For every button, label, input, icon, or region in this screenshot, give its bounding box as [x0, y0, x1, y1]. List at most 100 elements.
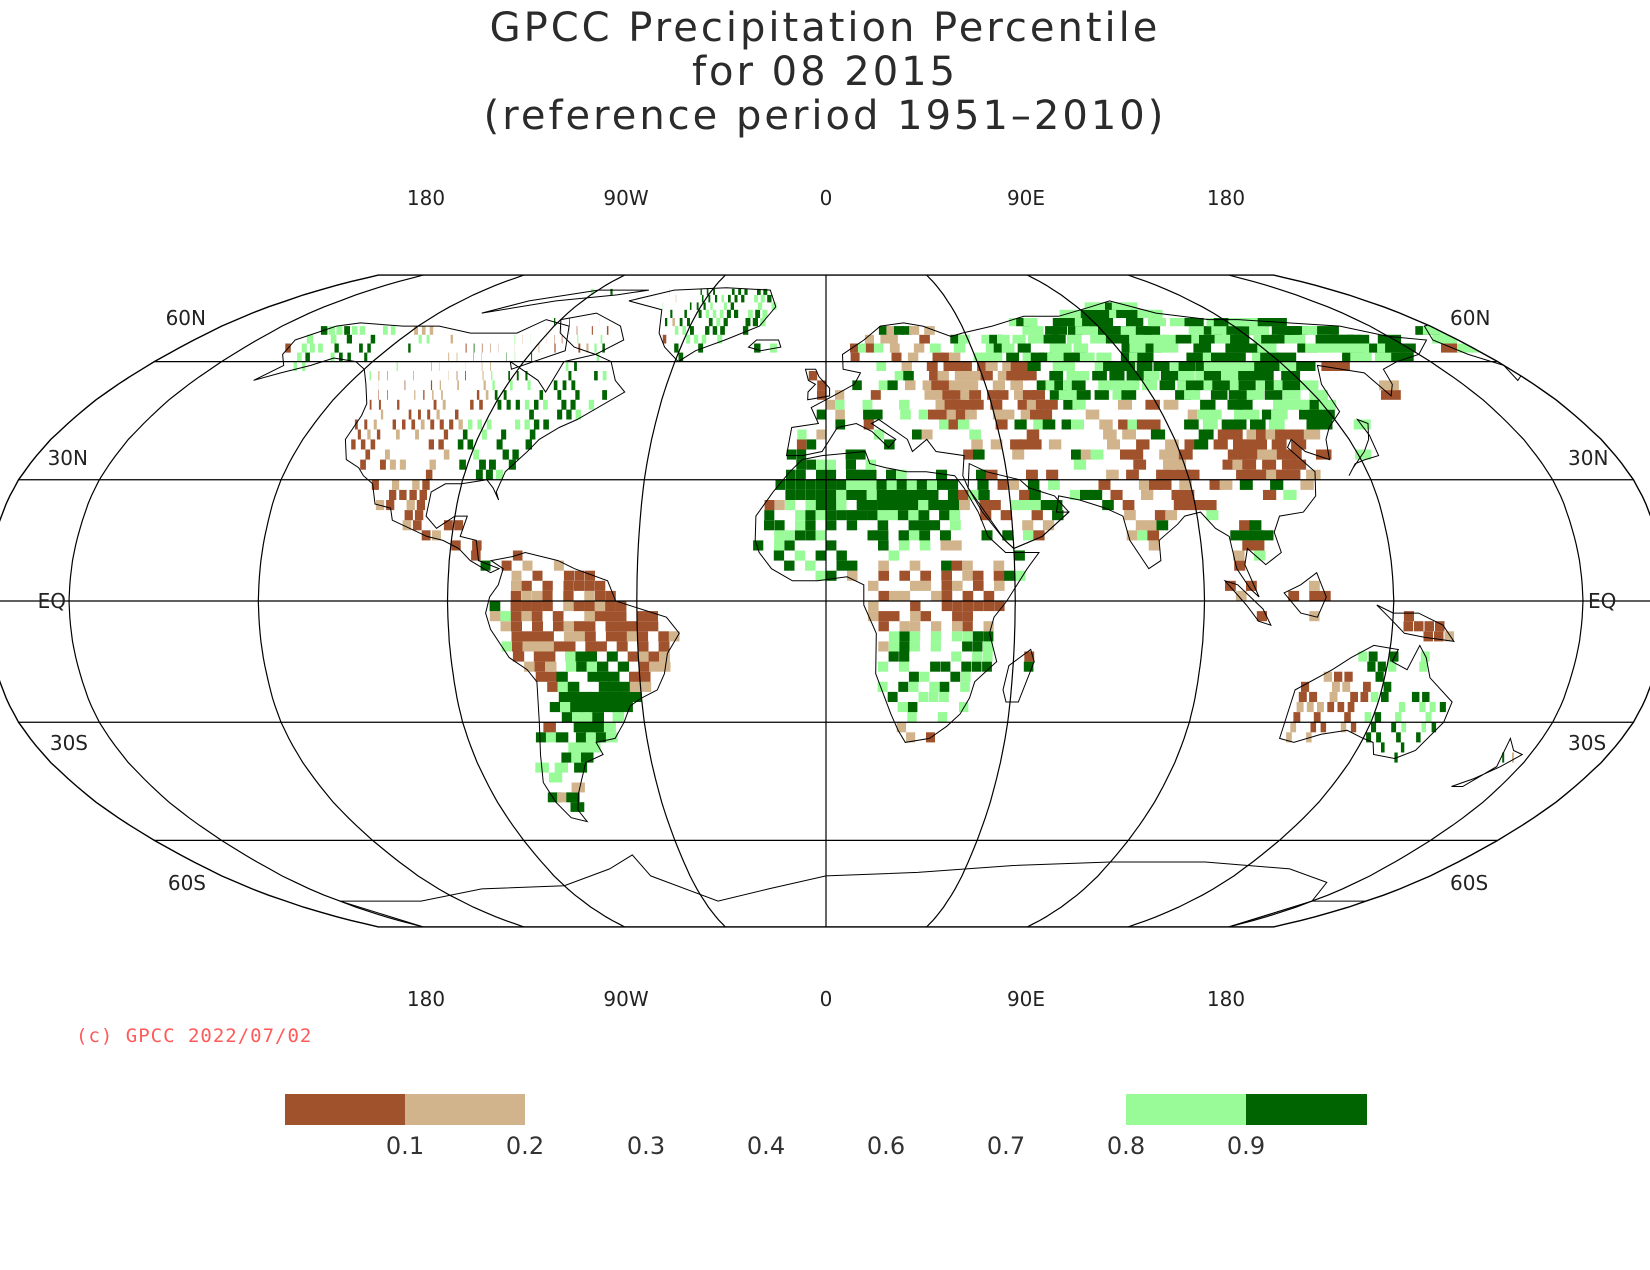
anomaly-cell [514, 352, 516, 362]
anomaly-cell [433, 399, 437, 410]
anomaly-cell [491, 371, 493, 381]
anomaly-cell [420, 419, 425, 430]
anomaly-cell [1066, 371, 1081, 381]
anomaly-cell [591, 326, 593, 335]
anomaly-cell [870, 390, 881, 400]
anomaly-cell [473, 343, 475, 353]
anomaly-cell [489, 601, 501, 612]
anomaly-cell [371, 479, 379, 490]
anomaly-cell [1337, 343, 1359, 353]
anomaly-cell [784, 540, 795, 551]
anomaly-cell [543, 631, 554, 642]
anomaly-cell [563, 580, 574, 591]
anomaly-cell [878, 611, 889, 622]
anomaly-cell [497, 399, 502, 410]
anomaly-cell [1219, 479, 1233, 490]
anomaly-cell [1282, 399, 1299, 410]
anomaly-cell [805, 520, 816, 531]
anomaly-cell [826, 510, 837, 521]
anomaly-cell [496, 439, 503, 450]
anomaly-cell [1169, 449, 1183, 460]
anomaly-cell [1242, 540, 1254, 551]
anomaly-cell [805, 500, 816, 511]
anomaly-cell [605, 611, 617, 622]
anomaly-cell [786, 469, 796, 480]
anomaly-cell [412, 520, 422, 531]
anomaly-cell [805, 560, 816, 571]
anomaly-cell [977, 361, 990, 371]
anomaly-cell [918, 409, 930, 420]
anomaly-cell [575, 732, 589, 743]
anomaly-cell [1309, 390, 1328, 400]
anomaly-cell [700, 288, 702, 295]
anomaly-cell [359, 343, 363, 353]
anomaly-cell [857, 343, 867, 353]
anomaly-cell [532, 631, 544, 642]
anomaly-cell [411, 419, 416, 430]
anomaly-cell [1364, 712, 1372, 723]
anomaly-cell [1286, 469, 1301, 480]
anomaly-cell [610, 288, 613, 295]
anomaly-cell [1319, 590, 1331, 601]
top-lon-label-90w: 90W [603, 186, 648, 210]
anomaly-cell [649, 661, 661, 672]
anomaly-cell [1006, 352, 1020, 362]
anomaly-cell [475, 469, 483, 480]
anomaly-cell [1026, 399, 1040, 410]
anomaly-cell [1022, 520, 1034, 531]
anomaly-cell [785, 479, 796, 490]
anomaly-cell [897, 489, 908, 500]
anomaly-cell [1221, 419, 1237, 430]
anomaly-cell [836, 560, 847, 571]
anomaly-cell [1137, 352, 1154, 362]
anomaly-cell [1172, 459, 1187, 470]
anomaly-cell [947, 489, 959, 500]
anomaly-cell [605, 732, 618, 743]
anomaly-cell [1120, 352, 1137, 362]
anomaly-cell [543, 722, 556, 733]
anomaly-cell [529, 409, 534, 420]
anomaly-cell [1318, 399, 1337, 410]
anomaly-cell [719, 309, 724, 318]
anomaly-cell [1143, 371, 1160, 381]
anomaly-cell [533, 641, 545, 652]
anomaly-cell [439, 419, 444, 430]
anomaly-cell [909, 641, 920, 652]
anomaly-cell [1236, 469, 1250, 480]
anomaly-cell [492, 380, 495, 391]
anomaly-cell [856, 500, 868, 511]
coastline-australia [1278, 644, 1453, 760]
anomaly-cell [929, 681, 940, 692]
anomaly-cell [920, 580, 932, 591]
anomaly-cell [576, 326, 578, 335]
anomaly-cell [889, 343, 900, 353]
anomaly-cell [1067, 390, 1082, 400]
anomaly-cell [1166, 469, 1180, 480]
anomaly-cell [1256, 380, 1274, 391]
anomaly-cell [569, 318, 570, 327]
anomaly-cell [479, 399, 483, 410]
anomaly-cell [571, 782, 585, 793]
anomaly-cell [1014, 570, 1026, 581]
anomaly-cell [878, 641, 889, 652]
anomaly-cell [1039, 409, 1053, 420]
anomaly-cell [992, 380, 1005, 391]
anomaly-cell [989, 352, 1003, 362]
anomaly-cell [648, 651, 660, 662]
anomaly-cell [531, 590, 543, 601]
anomaly-cell [573, 601, 585, 612]
anomaly-cell [816, 459, 826, 470]
anomaly-cell [1423, 631, 1433, 642]
anomaly-cell [773, 550, 785, 561]
anomaly-cell [972, 399, 984, 410]
anomaly-cell [615, 601, 627, 612]
anomaly-cell [796, 449, 807, 460]
anomaly-cell [412, 479, 420, 490]
anomaly-cell [1115, 380, 1131, 391]
anomaly-cell [546, 671, 558, 682]
anomaly-cell [1110, 489, 1123, 500]
anomaly-cell [930, 641, 941, 652]
anomaly-cell [583, 722, 596, 733]
anomaly-cell [512, 449, 519, 460]
anomaly-cell [1016, 318, 1030, 327]
